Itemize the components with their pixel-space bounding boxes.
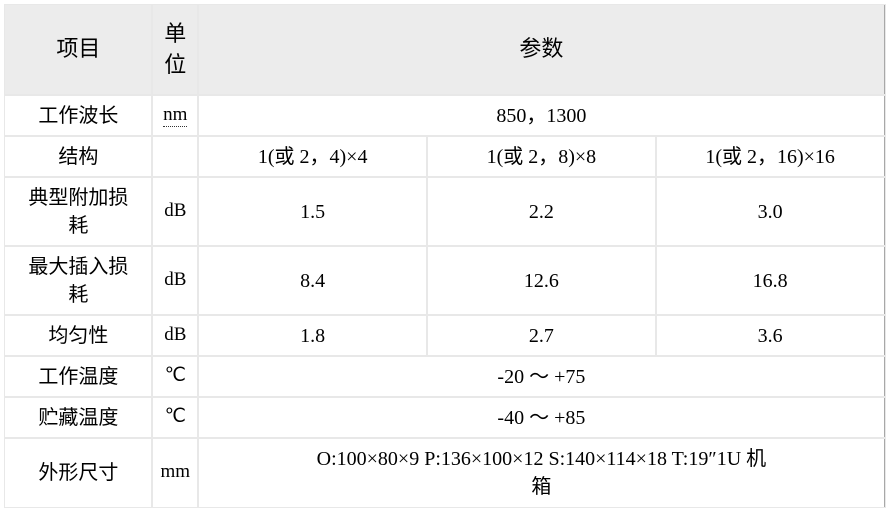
table-row: 工作波长 nm 850，1300 bbox=[5, 95, 885, 136]
spec-table: 项目 单位 参数 工作波长 nm 850，1300 结构 1(或 2，4)×4 … bbox=[4, 4, 885, 508]
cell-value: -20 ～ +75 bbox=[198, 356, 884, 397]
cell-item: 典型附加损耗 bbox=[5, 177, 153, 246]
header-unit: 单位 bbox=[152, 5, 198, 96]
cell-value: O:100×80×9 P:136×100×12 S:140×114×18 T:1… bbox=[198, 438, 884, 507]
cell-value: 1(或 2，16)×16 bbox=[656, 136, 885, 177]
cell-unit: mm bbox=[152, 438, 198, 507]
cell-value: 12.6 bbox=[427, 246, 656, 315]
cell-value: 16.8 bbox=[656, 246, 885, 315]
cell-unit: ℃ bbox=[152, 356, 198, 397]
cell-value: 850，1300 bbox=[198, 95, 884, 136]
cell-value: -40 ～ +85 bbox=[198, 397, 884, 438]
cell-unit: nm bbox=[152, 95, 198, 136]
cell-item: 工作波长 bbox=[5, 95, 153, 136]
unit-nm: nm bbox=[163, 104, 187, 127]
cell-item: 结构 bbox=[5, 136, 153, 177]
cell-value: 1.8 bbox=[198, 315, 427, 356]
cell-unit: dB bbox=[152, 315, 198, 356]
cell-value: 3.0 bbox=[656, 177, 885, 246]
cell-value: 1(或 2，8)×8 bbox=[427, 136, 656, 177]
cell-item: 工作温度 bbox=[5, 356, 153, 397]
cell-item: 最大插入损耗 bbox=[5, 246, 153, 315]
cell-unit bbox=[152, 136, 198, 177]
header-item: 项目 bbox=[5, 5, 153, 96]
cell-unit: dB bbox=[152, 177, 198, 246]
cell-value: 3.6 bbox=[656, 315, 885, 356]
table-row: 结构 1(或 2，4)×4 1(或 2，8)×8 1(或 2，16)×16 bbox=[5, 136, 885, 177]
cell-value: 1.5 bbox=[198, 177, 427, 246]
cell-value: 2.2 bbox=[427, 177, 656, 246]
cell-unit: ℃ bbox=[152, 397, 198, 438]
cell-value: 8.4 bbox=[198, 246, 427, 315]
table-row: 外形尺寸 mm O:100×80×9 P:136×100×12 S:140×11… bbox=[5, 438, 885, 507]
table-row: 均匀性 dB 1.8 2.7 3.6 bbox=[5, 315, 885, 356]
table-body: 工作波长 nm 850，1300 结构 1(或 2，4)×4 1(或 2，8)×… bbox=[5, 95, 885, 507]
cell-item: 贮藏温度 bbox=[5, 397, 153, 438]
header-row: 项目 单位 参数 bbox=[5, 5, 885, 96]
cell-item: 外形尺寸 bbox=[5, 438, 153, 507]
header-param: 参数 bbox=[198, 5, 884, 96]
cell-value: 2.7 bbox=[427, 315, 656, 356]
table-row: 典型附加损耗 dB 1.5 2.2 3.0 bbox=[5, 177, 885, 246]
cell-item: 均匀性 bbox=[5, 315, 153, 356]
table-row: 最大插入损耗 dB 8.4 12.6 16.8 bbox=[5, 246, 885, 315]
table-row: 工作温度 ℃ -20 ～ +75 bbox=[5, 356, 885, 397]
table-row: 贮藏温度 ℃ -40 ～ +85 bbox=[5, 397, 885, 438]
cell-value: 1(或 2，4)×4 bbox=[198, 136, 427, 177]
cell-unit: dB bbox=[152, 246, 198, 315]
